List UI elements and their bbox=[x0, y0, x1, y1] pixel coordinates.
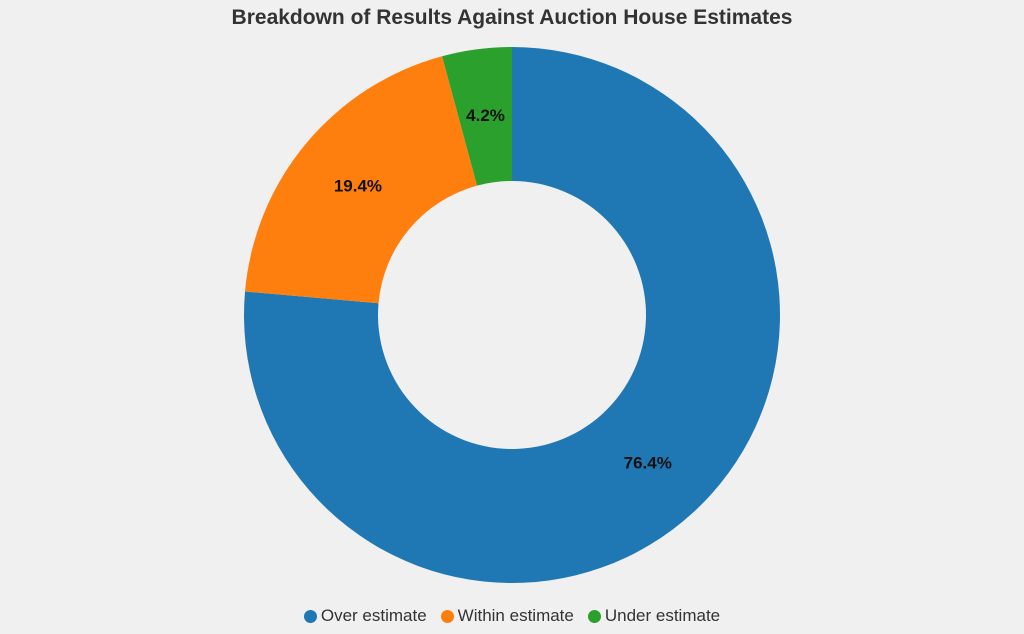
slice-under-estimate[interactable] bbox=[442, 47, 512, 186]
legend-label: Under estimate bbox=[604, 606, 721, 625]
slice-over-estimate[interactable] bbox=[243, 47, 781, 583]
legend-swatch bbox=[303, 609, 317, 623]
legend-item-within-estimate[interactable]: Within estimate bbox=[440, 606, 574, 626]
legend-label: Over estimate bbox=[320, 606, 427, 625]
slice-label-under-estimate: 4.2% bbox=[466, 106, 505, 125]
legend-item-under-estimate[interactable]: Under estimate bbox=[587, 606, 721, 626]
legend-item-over-estimate[interactable]: Over estimate bbox=[303, 606, 427, 626]
slice-within-estimate[interactable] bbox=[245, 56, 478, 304]
legend-swatch bbox=[440, 609, 454, 623]
slice-label-within-estimate: 19.4% bbox=[334, 176, 382, 195]
legend: Over estimate Within estimate Under estima… bbox=[0, 606, 1024, 626]
legend-label: Within estimate bbox=[457, 606, 574, 625]
chart-title: Breakdown of Results Against Auction Hou… bbox=[231, 6, 793, 29]
slice-label-over-estimate: 76.4% bbox=[624, 454, 672, 473]
legend-swatch bbox=[587, 609, 601, 623]
